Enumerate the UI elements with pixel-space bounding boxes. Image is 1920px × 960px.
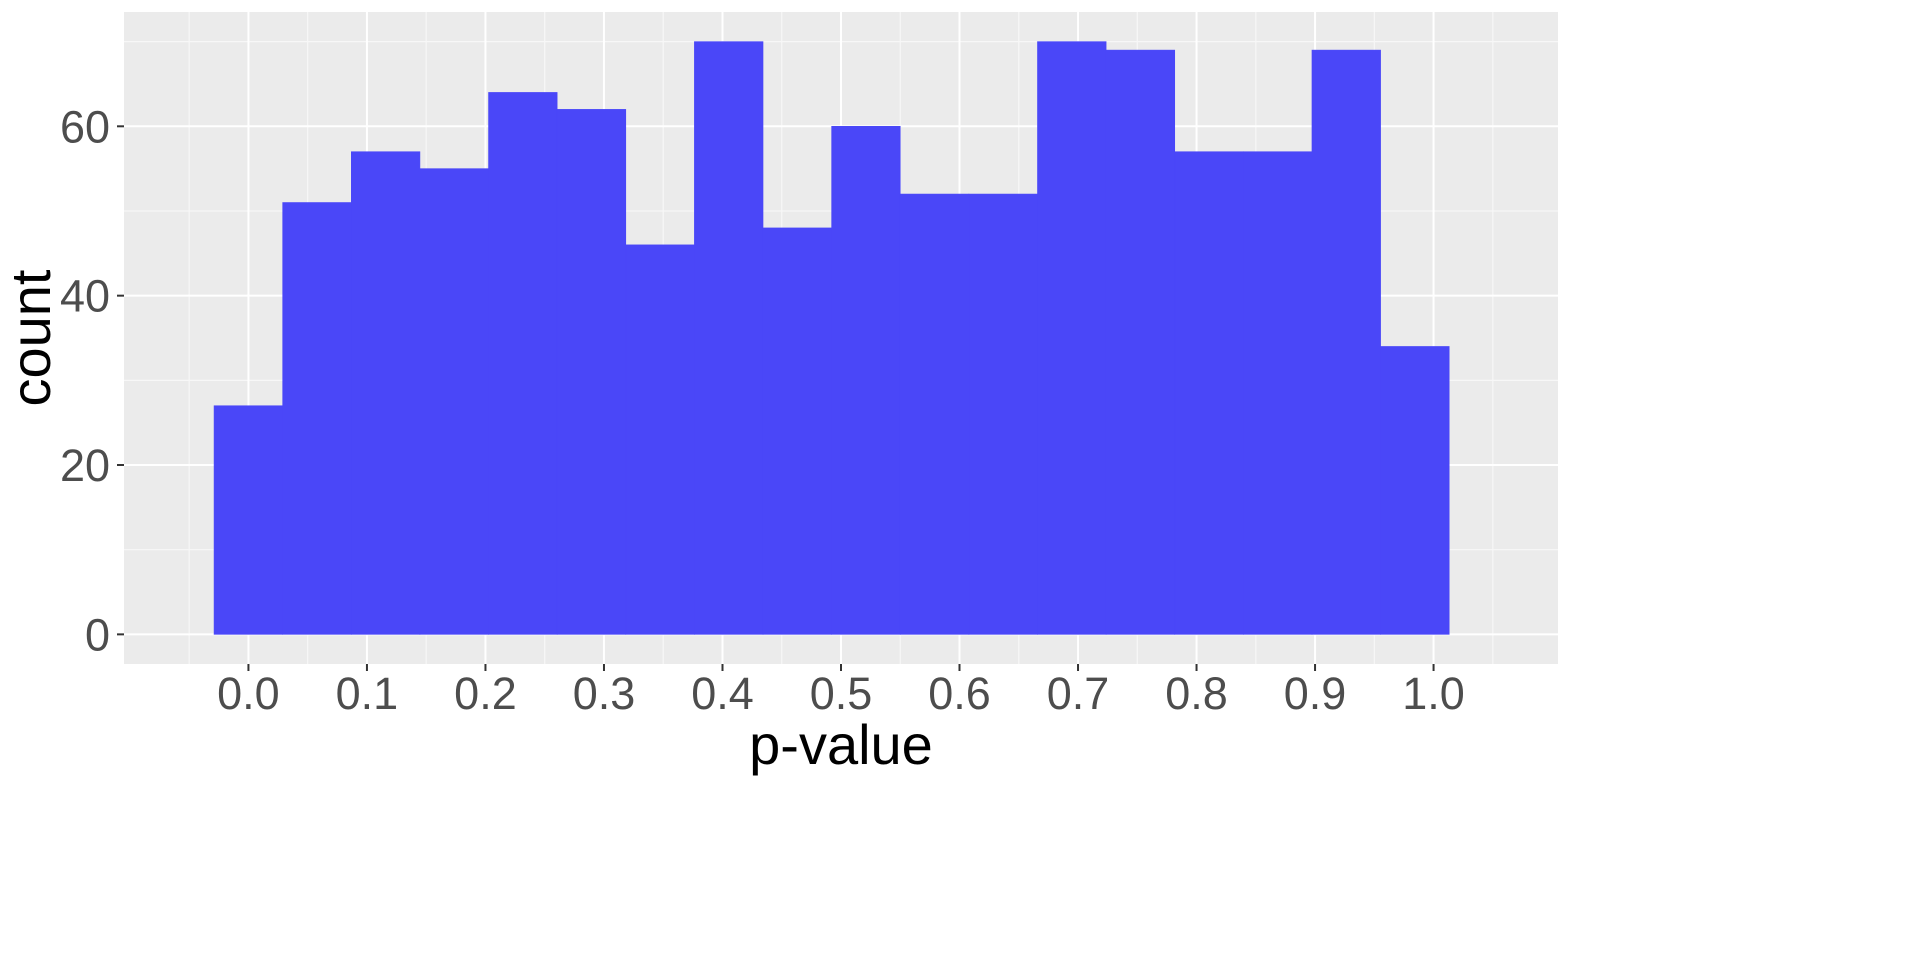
histogram-bar: [1380, 346, 1450, 635]
x-tick-label: 0.7: [1047, 668, 1110, 719]
y-tick-label: 60: [60, 101, 110, 152]
histogram-bar: [556, 109, 627, 635]
histogram-bar: [625, 244, 695, 635]
histogram-bar: [762, 227, 832, 635]
histogram-bar: [1243, 151, 1313, 635]
histogram-bars: [213, 41, 1450, 635]
x-axis-tick-labels: 0.0 0.1 0.2 0.3 0.4 0.5 0.6 0.7 0.8 0.9 1.0: [217, 668, 1465, 719]
histogram-bar: [1105, 49, 1176, 635]
x-axis-title: p-value: [749, 713, 933, 776]
histogram-bar: [1311, 49, 1381, 635]
y-axis-title: count: [0, 269, 62, 406]
x-tick-label: 0.9: [1284, 668, 1347, 719]
x-tick-label: 0.3: [573, 668, 636, 719]
x-tick-label: 1.0: [1402, 668, 1465, 719]
y-tick-label: 40: [60, 271, 110, 322]
histogram-bar: [899, 193, 970, 635]
histogram-bar: [213, 405, 283, 635]
y-axis-ticks: [117, 125, 124, 636]
x-tick-label: 0.4: [691, 668, 754, 719]
y-axis-tick-labels: 0 20 40 60: [60, 101, 110, 660]
histogram-bar: [831, 126, 901, 635]
x-tick-label: 0.8: [1165, 668, 1228, 719]
histogram-bar: [1037, 41, 1107, 635]
x-tick-label: 0.2: [454, 668, 517, 719]
y-tick-label: 20: [60, 440, 110, 491]
histogram-bar: [1174, 151, 1244, 635]
x-tick-label: 0.6: [928, 668, 991, 719]
histogram-bar: [282, 202, 352, 635]
y-tick-label: 0: [85, 609, 110, 660]
histogram-bar: [419, 168, 489, 635]
histogram-bar: [351, 151, 421, 635]
x-tick-label: 0.0: [217, 668, 280, 719]
x-tick-label: 0.1: [336, 668, 399, 719]
histogram-bar: [488, 92, 558, 635]
histogram-bar: [694, 41, 764, 635]
x-tick-label: 0.5: [810, 668, 873, 719]
histogram-bar: [968, 193, 1038, 635]
x-axis-ticks: [247, 664, 1435, 671]
